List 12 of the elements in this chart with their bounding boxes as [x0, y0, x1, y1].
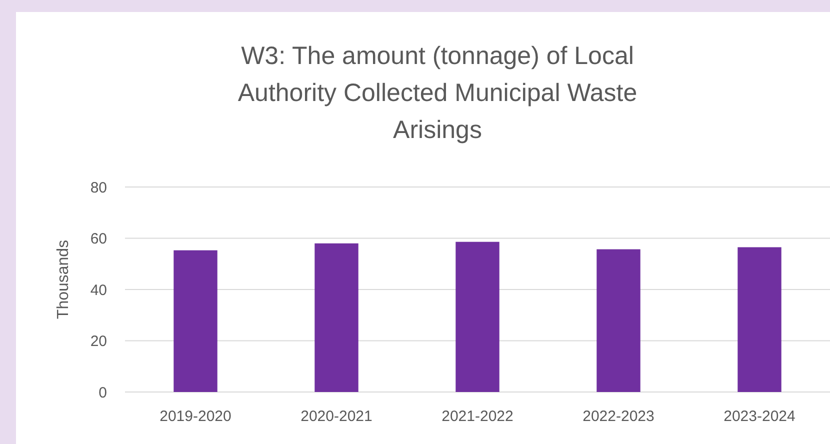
- y-tick-label: 0: [98, 384, 107, 402]
- y-tick-label: 60: [90, 230, 107, 248]
- x-tick-label: 2022-2023: [582, 408, 654, 425]
- x-tick-label: 2020-2021: [300, 408, 372, 425]
- y-tick-label: 80: [90, 179, 107, 196]
- y-axis-title: Thousands: [55, 240, 72, 320]
- x-tick-label: 2023-2024: [724, 408, 796, 425]
- chart-title: W3: The amount (tonnage) of Local Authority Collected Municipal Waste Arisings: [238, 42, 638, 144]
- x-tick-label: 2019-2020: [160, 408, 232, 425]
- x-tick-label: 2021-2022: [442, 408, 514, 425]
- y-tick-label: 40: [90, 282, 107, 299]
- y-tick-label: 20: [90, 333, 107, 350]
